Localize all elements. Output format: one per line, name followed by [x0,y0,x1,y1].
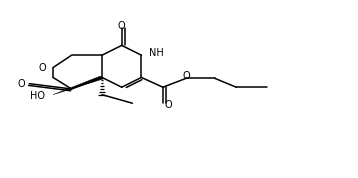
Text: O: O [118,21,126,31]
Text: O: O [164,100,172,110]
Text: O: O [182,71,190,81]
Text: O: O [39,63,47,73]
Text: HO: HO [30,91,45,101]
Polygon shape [53,76,104,95]
Text: O: O [18,79,25,89]
Text: NH: NH [149,48,163,58]
